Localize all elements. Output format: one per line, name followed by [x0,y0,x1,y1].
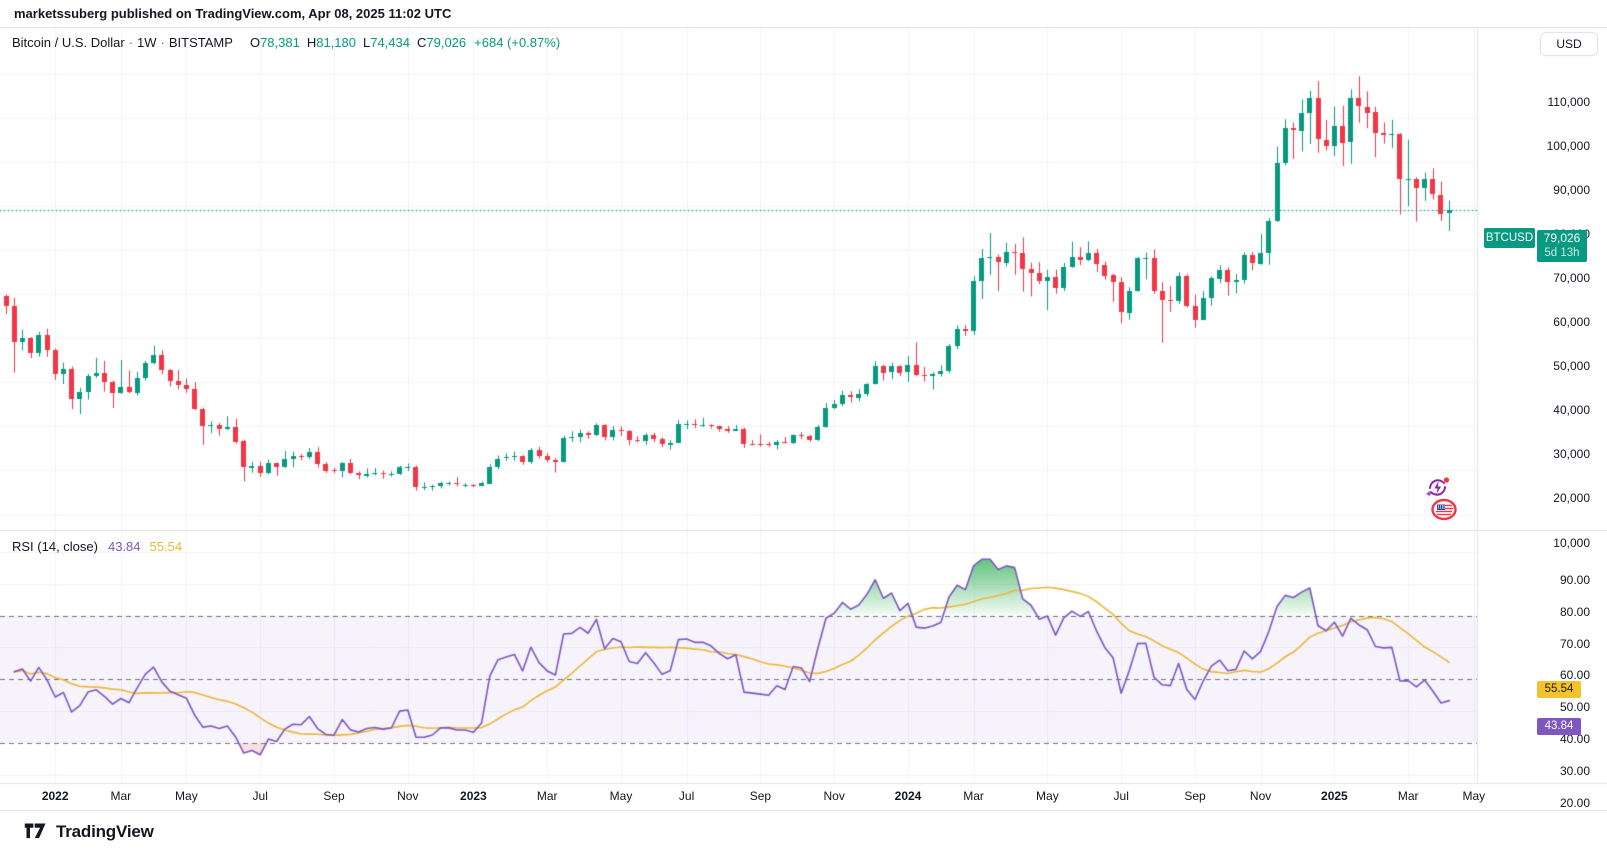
time-axis-label: Jul [252,789,268,803]
rsi-axis-label: 90.00 [1559,573,1590,587]
time-axis-label: Jul [678,789,695,803]
time-axis-label: Mar [536,789,558,803]
rsi-ma-value: 55.54 [149,539,183,554]
time-axis-label: Nov [397,789,419,803]
low-label: L [362,35,371,50]
crypto-event-icon[interactable] [1424,474,1451,506]
time-axis-label: Mar [1397,789,1419,803]
tradingview-logo-icon [24,820,48,844]
symbol-legend: Bitcoin / U.S. Dollar · 1W · BITSTAMP O78,381… [12,35,560,50]
rsi-value-badge: 43.84 [1537,718,1581,736]
high-value: 81,180 [316,35,356,50]
price-axis-label: 60,000 [1553,315,1590,330]
time-axis-label: May [609,789,633,803]
time-axis-label: Mar [110,789,132,803]
price-axis-label: 70,000 [1553,271,1590,286]
price-axis-label: 50,000 [1553,359,1590,374]
chart-canvas[interactable] [0,28,1607,810]
time-axis-label: May [175,789,198,803]
close-value: 79,026 [426,35,467,50]
ohlc-values: O78,381 H81,180 L74,434 C79,026 +684 (+0.87%… [243,35,560,50]
footer-bar: TradingView [0,810,1607,849]
close-label: C [416,35,427,50]
chart-area[interactable]: Bitcoin / U.S. Dollar · 1W · BITSTAMP O78,381… [0,28,1607,810]
rsi-axis-label: 60.00 [1559,668,1590,683]
price-axis-label: 40,000 [1553,403,1590,418]
time-axis-label: Sep [749,789,772,803]
low-value: 74,434 [370,35,410,50]
rsi-axis-label: 40.00 [1559,732,1590,746]
price-axis-label: 100,000 [1546,139,1590,154]
time-axis-label: Nov [1249,789,1272,803]
high-label: H [306,35,317,50]
time-axis-label: Mar [963,789,984,803]
rsi-title[interactable]: RSI (14, close) [12,539,98,554]
price-axis-label: 10,000 [1553,535,1590,550]
time-axis-label: 2024 [894,789,922,803]
time-axis-label: Sep [1184,789,1206,803]
price-axis-label: 20,000 [1553,491,1590,506]
time-axis-label: 2022 [41,789,69,803]
interval-label[interactable]: 1W [137,35,157,50]
last-price-value: 79,026 [1543,231,1581,246]
price-axis-label: 30,000 [1553,447,1590,462]
rsi-legend: RSI (14, close) 43.84 55.54 [12,539,182,554]
open-label: O [249,35,261,50]
rsi-axis-label: 30.00 [1559,763,1590,778]
legend-separator: · [128,35,134,50]
time-axis[interactable]: 2022 Mar May Jul Sep Nov 2023 Mar May Jul Sep Nov 20… [0,789,1607,810]
time-axis-label: 2023 [460,789,487,803]
rsi-ma-badge: 55.54 [1537,681,1581,699]
time-axis-label: May [1462,789,1486,803]
rsi-axis-label: 50.00 [1559,700,1590,715]
rsi-axis-label: 70.00 [1559,636,1590,651]
currency-toggle-button[interactable]: USD [1540,32,1598,56]
exchange-label: BITSTAMP [168,35,233,50]
symbol-price-tag: BTCUSD [1484,228,1535,249]
tradingview-brand-link[interactable]: TradingView [24,820,154,844]
symbol-title[interactable]: Bitcoin / U.S. Dollar [12,35,125,50]
legend-separator-2: · [160,35,165,50]
rsi-axis-label: 20.00 [1559,795,1590,810]
bar-countdown: 5d 13h [1544,247,1580,260]
us-flag-event-icon[interactable] [1431,498,1457,526]
time-axis-label: 2025 [1321,789,1348,803]
time-axis-label: Sep [323,789,345,803]
publish-header: marketssuberg published on TradingView.c… [0,0,1607,28]
time-axis-label: Nov [823,789,845,803]
rsi-axis-label: 80.00 [1559,604,1590,619]
tradingview-brand-name: TradingView [56,822,154,841]
time-axis-label: Jul [1113,789,1129,803]
price-axis-label: 110,000 [1547,95,1591,109]
publish-info-text: marketssuberg published on TradingView.c… [14,6,452,21]
rsi-value: 43.84 [107,539,141,554]
change-value: +684 (+0.87%) [474,35,561,50]
time-axis-label: May [1036,789,1059,803]
last-price-badge: 79,026 5d 13h [1537,230,1587,263]
open-value: 78,381 [260,35,300,50]
price-axis-label: 90,000 [1553,183,1590,198]
